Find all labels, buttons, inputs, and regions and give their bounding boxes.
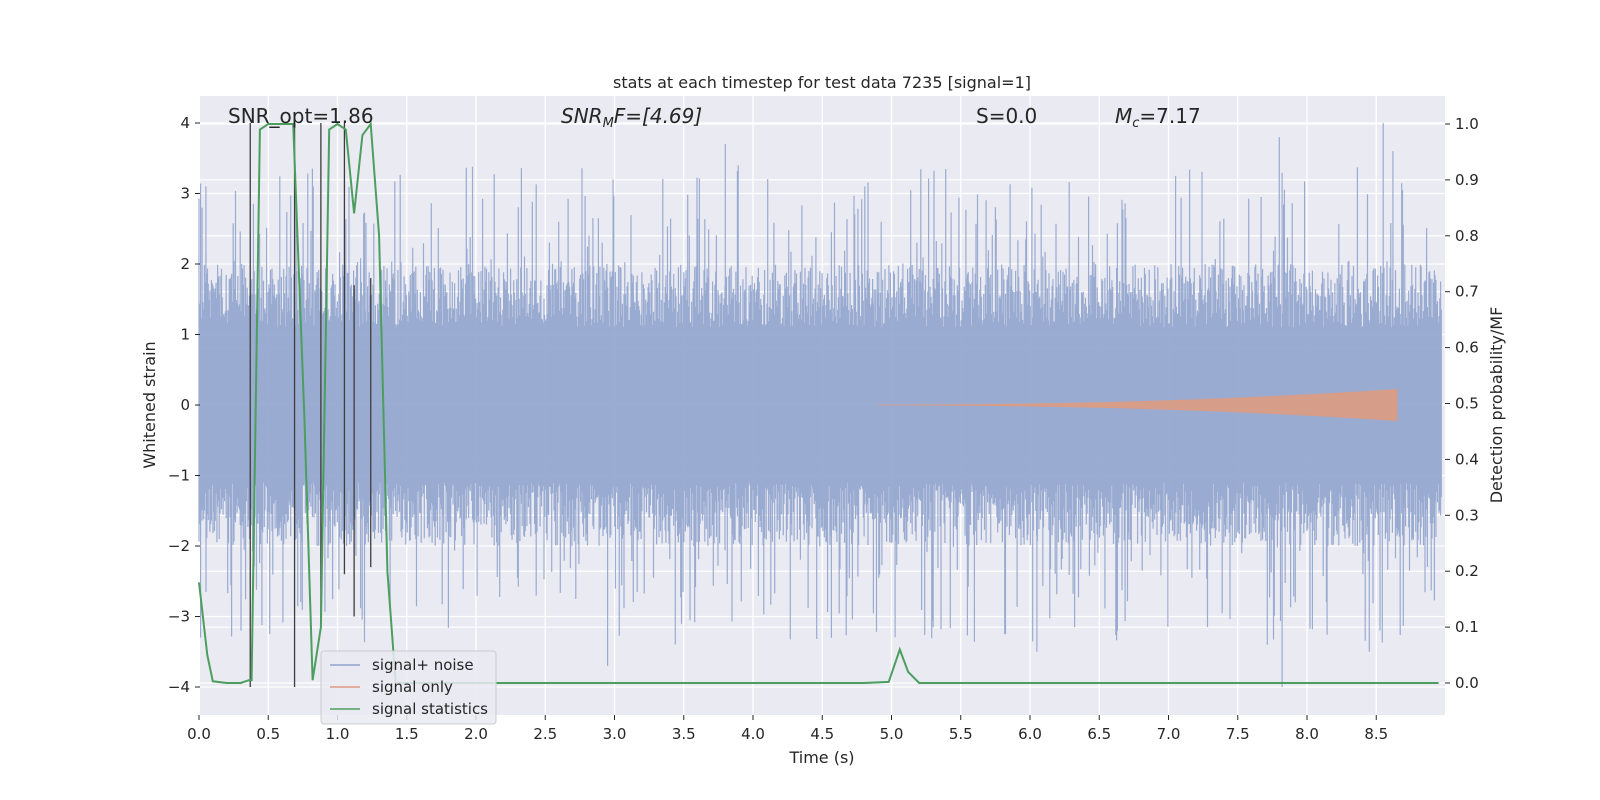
legend-box bbox=[320, 650, 497, 725]
y2-axis-label: Detection probability/MF bbox=[1487, 307, 1506, 504]
x-tick-label: 5.5 bbox=[949, 725, 973, 743]
y-tick-label: −3 bbox=[168, 608, 190, 626]
y2-tick-label: 0.9 bbox=[1455, 171, 1479, 189]
x-tick-label: 7.0 bbox=[1157, 725, 1181, 743]
x-tick-label: 0.5 bbox=[256, 725, 280, 743]
y2-tick-label: 0.5 bbox=[1455, 395, 1479, 413]
x-tick-label: 3.5 bbox=[672, 725, 696, 743]
y-tick-label: −1 bbox=[168, 467, 190, 485]
signal-statistics-series bbox=[198, 121, 1439, 684]
noise-series bbox=[198, 123, 1442, 687]
y2-tick-label: 0.3 bbox=[1455, 506, 1479, 524]
y-tick-label: 1 bbox=[180, 326, 190, 344]
x-tick-label: 6.0 bbox=[1018, 725, 1042, 743]
x-tick-label: 4.5 bbox=[810, 725, 834, 743]
y2-tick-label: 0.1 bbox=[1455, 618, 1479, 636]
x-tick-label: 3.0 bbox=[603, 725, 627, 743]
y-tick-label: 4 bbox=[180, 114, 190, 132]
legend-label-noise: signal+ noise bbox=[372, 656, 474, 674]
x-tick-label: 1.0 bbox=[326, 725, 350, 743]
y2-tick-label: 0.6 bbox=[1455, 339, 1479, 357]
axes: 0.0 0.5 1.0 1.5 2.0 2.5 3.0 3.5 4.0 4.5 5.0 5.5 6.0 6… bbox=[168, 114, 1479, 743]
annotation-snr-opt: SNR_opt=1.86 bbox=[228, 104, 374, 128]
y2-tick-label: 0.0 bbox=[1455, 674, 1479, 692]
x-tick-label: 4.0 bbox=[741, 725, 765, 743]
annotation-snr-mf: SNRMF=[4.69] bbox=[561, 104, 702, 131]
y-axis-label: Whitened strain bbox=[140, 341, 159, 468]
x-tick-label: 5.0 bbox=[880, 725, 904, 743]
x-tick-label: 8.5 bbox=[1364, 725, 1388, 743]
signal-only-series bbox=[877, 389, 1398, 421]
peak-marker-lines bbox=[249, 123, 372, 687]
legend-label-signal-statistics: signal statistics bbox=[372, 700, 488, 718]
y2-tick-label: 0.7 bbox=[1455, 283, 1479, 301]
y-tick-label: 2 bbox=[180, 255, 190, 273]
y2-tick-label: 0.8 bbox=[1455, 227, 1479, 245]
signal-only-trace bbox=[877, 389, 1398, 421]
x-tick-label: 2.5 bbox=[533, 725, 557, 743]
y-tick-label: 3 bbox=[180, 185, 190, 203]
y-tick-label: −4 bbox=[168, 678, 190, 696]
annotation-mc: Mc=7.17 bbox=[1115, 104, 1201, 131]
x-tick-label: 7.5 bbox=[1226, 725, 1250, 743]
legend: signal+ noise signal only signal statist… bbox=[320, 650, 497, 725]
x-tick-label: 1.5 bbox=[395, 725, 419, 743]
x-tick-label: 8.0 bbox=[1295, 725, 1319, 743]
y2-tick-label: 1.0 bbox=[1455, 115, 1479, 133]
x-tick-label: 0.0 bbox=[187, 725, 211, 743]
y2-tick-label: 0.4 bbox=[1455, 450, 1479, 468]
y2-tick-label: 0.2 bbox=[1455, 562, 1479, 580]
x-tick-label: 6.5 bbox=[1087, 725, 1111, 743]
x-axis-label: Time (s) bbox=[788, 748, 854, 767]
y-tick-label: −2 bbox=[168, 537, 190, 555]
y-tick-label: 0 bbox=[180, 396, 190, 414]
legend-label-signal-only: signal only bbox=[372, 678, 453, 696]
noise-trace bbox=[198, 123, 1442, 687]
signal-statistics-trace bbox=[198, 121, 1439, 684]
x-tick-label: 2.0 bbox=[464, 725, 488, 743]
annotation-s: S=0.0 bbox=[976, 104, 1037, 128]
chart-title: stats at each timestep for test data 723… bbox=[613, 73, 1031, 92]
